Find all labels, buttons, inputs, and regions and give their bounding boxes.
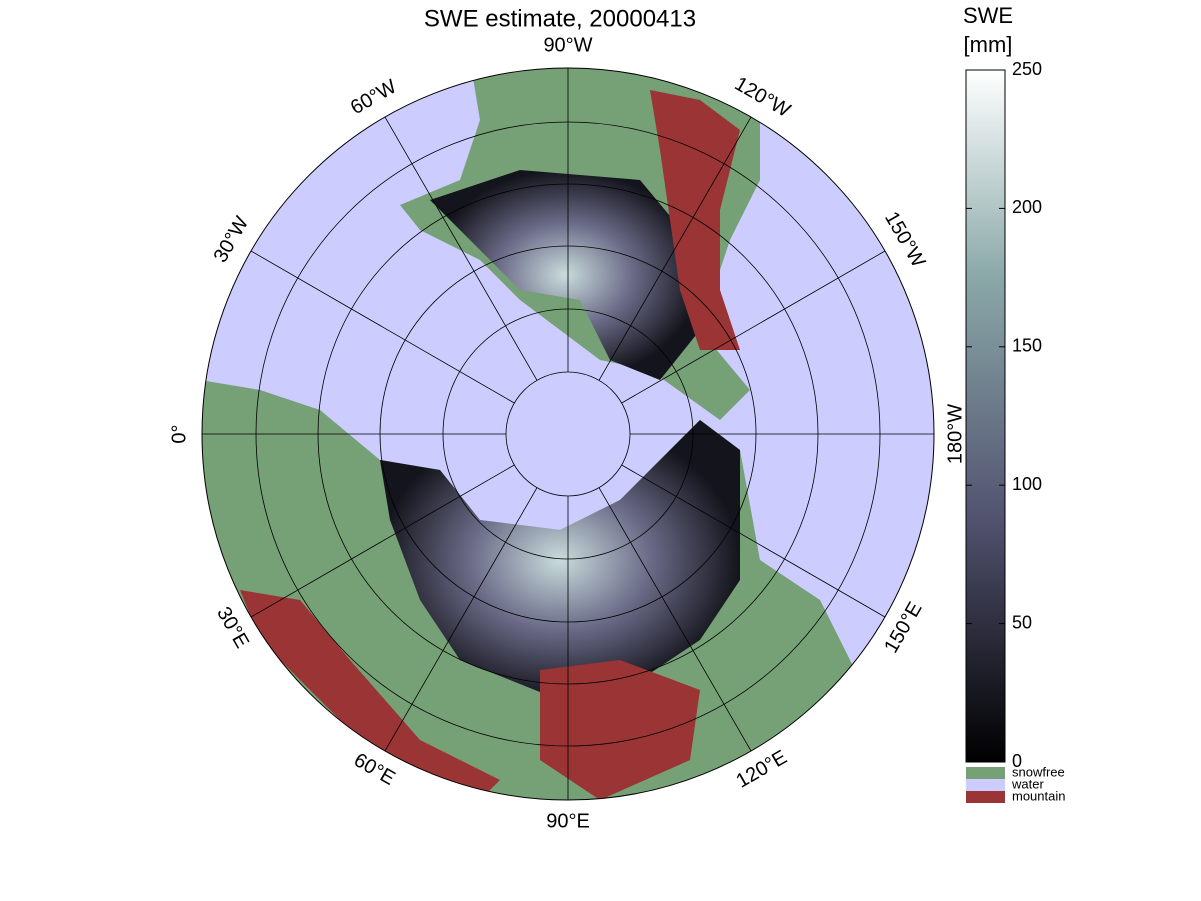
meridian xyxy=(384,116,538,381)
colorbar-tick-label: 0 xyxy=(1012,751,1022,771)
snow-north-america xyxy=(430,170,700,380)
meridian xyxy=(250,464,515,618)
colorbar-tick-label: 200 xyxy=(1012,197,1042,217)
legend-swatch xyxy=(966,779,1005,791)
meridian xyxy=(598,116,752,381)
legend-swatch xyxy=(966,791,1005,803)
map-disk xyxy=(202,68,934,800)
legend-label: snowfree xyxy=(1012,764,1065,779)
map-border xyxy=(201,67,935,801)
colorbar: SWE [mm] 0 50 100 150 200 250 snowfreewatermou… xyxy=(963,3,1066,804)
colorbar-title: [mm] xyxy=(964,32,1013,57)
meridian xyxy=(384,487,538,752)
meridian-label: 90°E xyxy=(546,810,590,832)
meridian-label: 180°W xyxy=(944,404,966,464)
colorbar-tick-label: 50 xyxy=(1012,612,1032,632)
meridian xyxy=(621,464,886,618)
meridian xyxy=(250,250,515,404)
colorbar-title: SWE xyxy=(963,3,1013,28)
legend-label: mountain xyxy=(1012,788,1065,803)
graticule xyxy=(202,68,934,800)
mountain-rockies xyxy=(650,90,740,350)
legend-swatch xyxy=(966,767,1005,779)
snow-eurasia xyxy=(380,420,740,700)
meridian xyxy=(621,250,886,404)
colorbar-tick-label: 150 xyxy=(1012,336,1042,356)
map-title: SWE estimate, 20000413 xyxy=(424,5,696,32)
legend-label: water xyxy=(1011,776,1044,791)
colorbar-tick-label: 250 xyxy=(1012,59,1042,79)
mountain-europe xyxy=(240,590,500,800)
mountain-asia xyxy=(540,660,700,800)
colorbar-gradient xyxy=(965,69,1006,763)
colorbar-tick-label: 100 xyxy=(1012,474,1042,494)
meridian-label: 0° xyxy=(168,424,190,443)
meridian xyxy=(598,487,752,752)
meridian-label: 90°W xyxy=(543,34,592,56)
